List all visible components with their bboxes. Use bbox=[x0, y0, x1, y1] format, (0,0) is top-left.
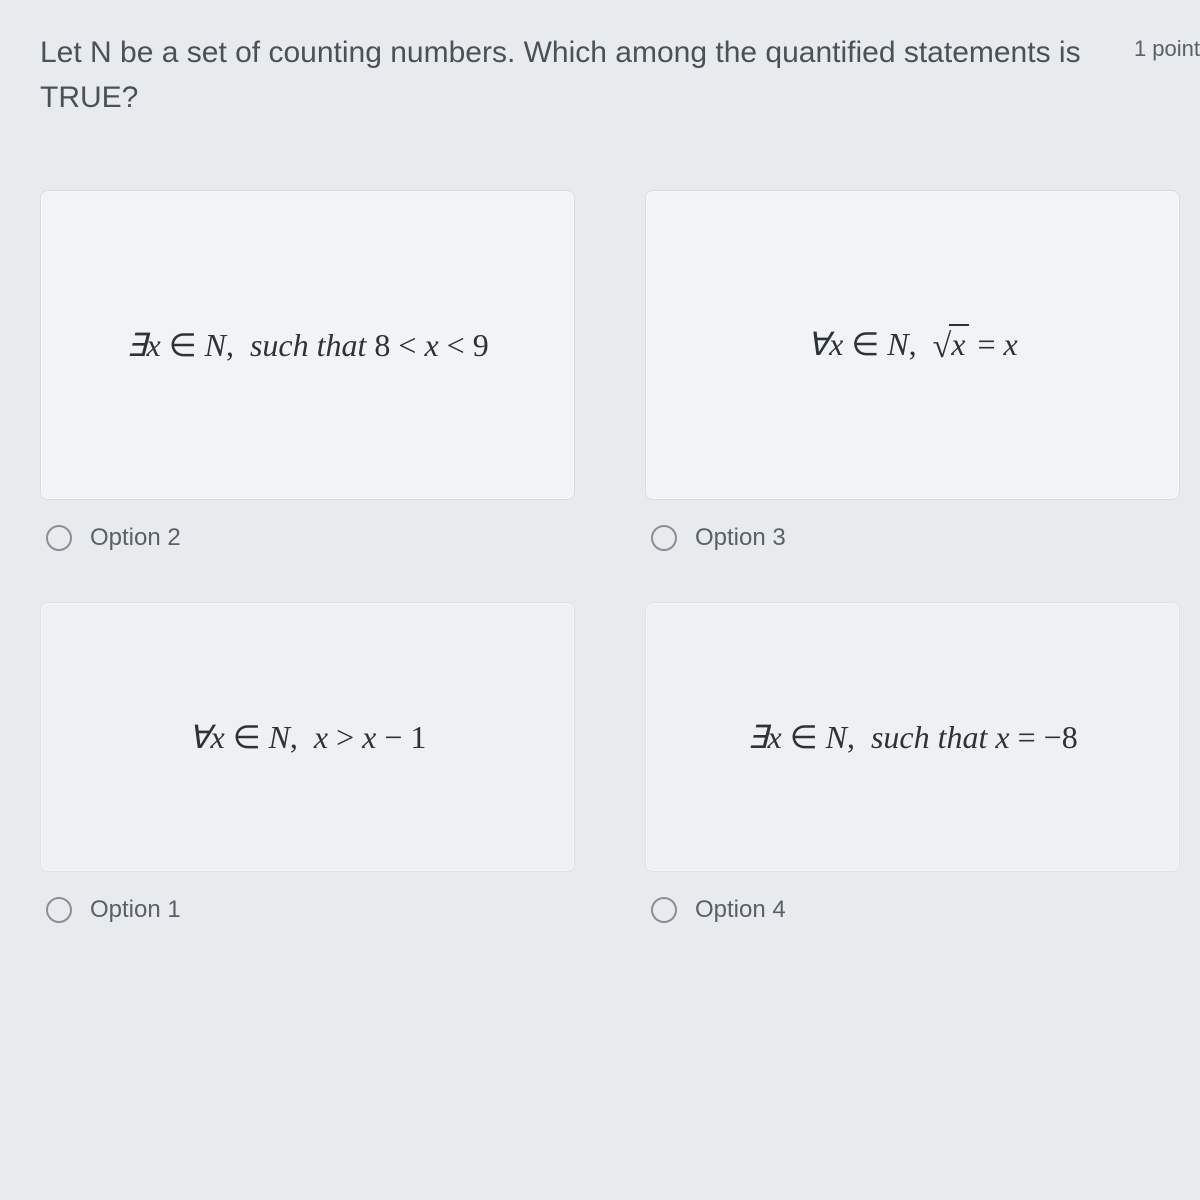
radio-icon[interactable] bbox=[46, 525, 72, 551]
option-label: Option 2 bbox=[90, 524, 181, 552]
option-card: ∃x ∈ N, such that 8 < x < 9 bbox=[40, 190, 575, 500]
option-cell-top-left: ∃x ∈ N, such that 8 < x < 9 Option 2 bbox=[40, 190, 575, 602]
option-cell-bottom-left: ∀x ∈ N, x > x − 1 Option 1 bbox=[40, 602, 575, 974]
option-math: ∃x ∈ N, such that x = −8 bbox=[747, 718, 1077, 756]
option-card: ∃x ∈ N, such that x = −8 bbox=[645, 602, 1180, 872]
option-math: ∀x ∈ N, √x = x bbox=[807, 325, 1017, 366]
question-text: Let N be a set of counting numbers. Whic… bbox=[40, 30, 1094, 120]
options-grid: ∃x ∈ N, such that 8 < x < 9 Option 2 ∀x … bbox=[40, 190, 1200, 974]
option-radio-row[interactable]: Option 3 bbox=[645, 500, 1180, 602]
radio-icon[interactable] bbox=[46, 897, 72, 923]
question-points: 1 point bbox=[1134, 30, 1200, 62]
option-cell-bottom-right: ∃x ∈ N, such that x = −8 Option 4 bbox=[645, 602, 1180, 974]
option-label: Option 3 bbox=[695, 524, 786, 552]
option-math: ∃x ∈ N, such that 8 < x < 9 bbox=[126, 326, 488, 364]
option-cell-top-right: ∀x ∈ N, √x = x Option 3 bbox=[645, 190, 1180, 602]
option-radio-row[interactable]: Option 4 bbox=[645, 872, 1180, 974]
option-label: Option 1 bbox=[90, 896, 181, 924]
option-radio-row[interactable]: Option 2 bbox=[40, 500, 575, 602]
option-card: ∀x ∈ N, √x = x bbox=[645, 190, 1180, 500]
option-radio-row[interactable]: Option 1 bbox=[40, 872, 575, 974]
option-math: ∀x ∈ N, x > x − 1 bbox=[189, 718, 427, 756]
radio-icon[interactable] bbox=[651, 525, 677, 551]
question-header: Let N be a set of counting numbers. Whic… bbox=[40, 30, 1200, 120]
option-card: ∀x ∈ N, x > x − 1 bbox=[40, 602, 575, 872]
option-label: Option 4 bbox=[695, 896, 786, 924]
radio-icon[interactable] bbox=[651, 897, 677, 923]
